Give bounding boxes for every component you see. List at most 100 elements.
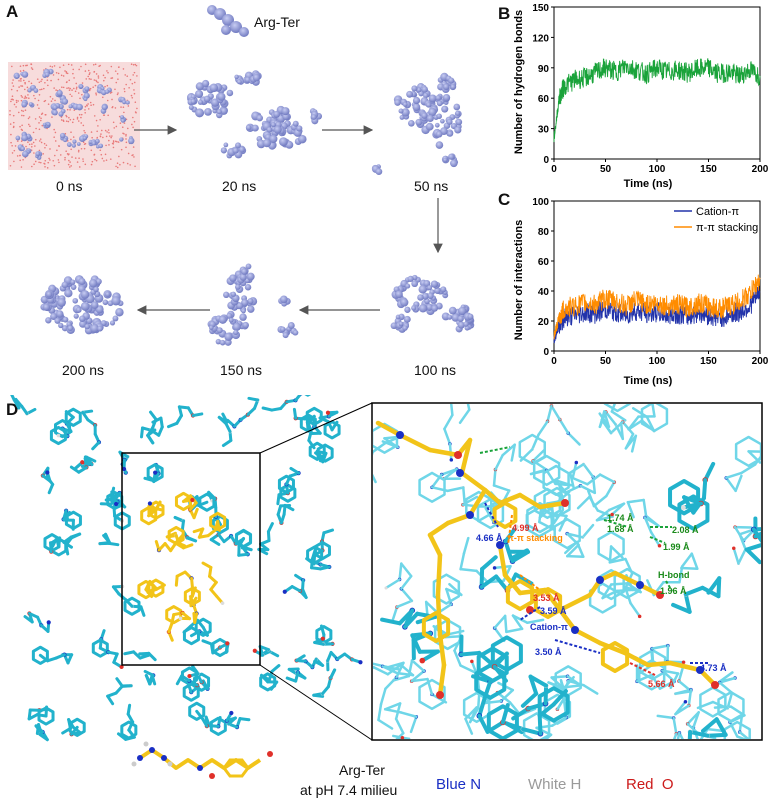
oxygen-atom xyxy=(697,741,701,745)
bond xyxy=(394,702,402,721)
water-molecule xyxy=(27,123,30,126)
water-molecule xyxy=(88,73,91,76)
bond xyxy=(459,567,478,573)
water-molecule xyxy=(114,88,116,91)
water-molecule xyxy=(101,96,104,99)
water-molecule xyxy=(93,79,96,81)
bond xyxy=(484,507,496,524)
oxygen-atom xyxy=(681,660,686,664)
bond xyxy=(683,585,705,597)
water-molecule xyxy=(31,165,33,168)
water-molecule xyxy=(49,148,51,150)
bond xyxy=(600,418,613,435)
dist-196: 1.96 Å xyxy=(660,586,687,596)
arg-ter-molecule xyxy=(252,73,261,82)
water-molecule xyxy=(64,156,66,159)
arg-ter-molecule-icon xyxy=(207,5,249,37)
hydrogen-atom xyxy=(513,524,519,530)
arg-ter-molecule xyxy=(398,321,404,327)
water-molecule xyxy=(85,104,88,106)
bond xyxy=(400,587,414,603)
water-molecule xyxy=(17,111,20,114)
aromatic-ring xyxy=(64,407,82,427)
bond xyxy=(609,420,624,435)
water-molecule xyxy=(38,128,41,131)
water-molecule xyxy=(115,125,118,128)
arg-ter-molecule xyxy=(102,299,109,306)
bond xyxy=(672,716,678,736)
arg-ter-molecule xyxy=(241,308,246,314)
bond xyxy=(459,552,466,571)
water-molecule xyxy=(72,68,75,71)
arg-ter-molecule xyxy=(46,122,51,127)
water-molecule xyxy=(11,152,14,154)
bond xyxy=(494,574,510,593)
water-molecule xyxy=(87,69,90,72)
water-molecule xyxy=(18,79,20,82)
bond xyxy=(696,700,715,710)
water-molecule xyxy=(132,146,135,148)
water-molecule xyxy=(84,142,87,145)
water-molecule xyxy=(123,122,126,124)
water-molecule xyxy=(30,67,33,69)
arg-ter-molecule xyxy=(421,112,428,119)
arg-ter-molecule xyxy=(42,303,51,311)
arg-ter-molecule xyxy=(442,93,451,102)
water-molecule xyxy=(36,78,39,80)
arg-ter-molecule xyxy=(230,291,237,297)
interaction-line xyxy=(665,580,673,592)
water-molecule xyxy=(32,141,35,144)
water-molecule xyxy=(122,106,125,109)
water-molecule xyxy=(133,71,136,74)
b-x-tick-label: 0 xyxy=(551,164,557,175)
nitrogen-atom xyxy=(571,626,579,634)
arg-ter-molecule xyxy=(84,86,90,92)
arg-ter-molecule xyxy=(90,301,99,309)
water-molecule xyxy=(76,116,79,119)
bond xyxy=(621,420,635,436)
bond xyxy=(181,543,194,550)
water-molecule xyxy=(25,97,28,99)
arg-ter-molecule xyxy=(90,324,99,333)
arg-ter-molecule xyxy=(58,111,64,117)
dist-473: 4.73 Å xyxy=(700,663,727,673)
bond xyxy=(216,519,221,532)
water-molecule xyxy=(44,146,46,149)
c-y-tick-label: 20 xyxy=(538,317,550,328)
water-molecule xyxy=(116,93,119,96)
arg-ter-molecule xyxy=(70,284,77,290)
water-molecule xyxy=(89,72,91,74)
water-molecule xyxy=(9,110,11,112)
bond xyxy=(608,545,613,564)
water-molecule xyxy=(111,77,114,79)
bond xyxy=(283,503,295,512)
water-molecule xyxy=(118,155,120,158)
bond xyxy=(734,474,743,493)
water-molecule xyxy=(104,153,107,156)
arg-ter-molecule xyxy=(78,277,86,286)
panel-d-letter: D xyxy=(6,400,19,419)
arg-ter-network-overview xyxy=(10,395,363,742)
water-molecule xyxy=(87,75,90,78)
water-molecule xyxy=(99,135,102,137)
water-molecule xyxy=(83,147,86,150)
water-molecule xyxy=(21,124,23,127)
arg-ter-molecule xyxy=(292,329,299,336)
arg-ter-molecule xyxy=(45,291,53,298)
water-molecule xyxy=(69,161,71,163)
arg-ter-molecule xyxy=(448,77,455,84)
arg-ter-molecule xyxy=(241,268,248,275)
bond xyxy=(700,717,719,733)
arg-ter-molecule xyxy=(61,325,69,332)
hbond-label: H-bond xyxy=(658,570,690,580)
water-molecule xyxy=(100,133,102,135)
bond xyxy=(462,486,466,505)
water-molecule xyxy=(30,145,33,148)
arg-ter-molecule xyxy=(244,284,252,291)
water-molecule xyxy=(13,103,16,106)
aromatic-ring xyxy=(532,454,561,487)
arg-ter-molecule xyxy=(448,153,455,160)
interactions-chart: Number of interactions Time (ns) 0 50 100 1… xyxy=(513,197,768,387)
bond xyxy=(399,663,415,677)
water-molecule xyxy=(75,82,78,85)
